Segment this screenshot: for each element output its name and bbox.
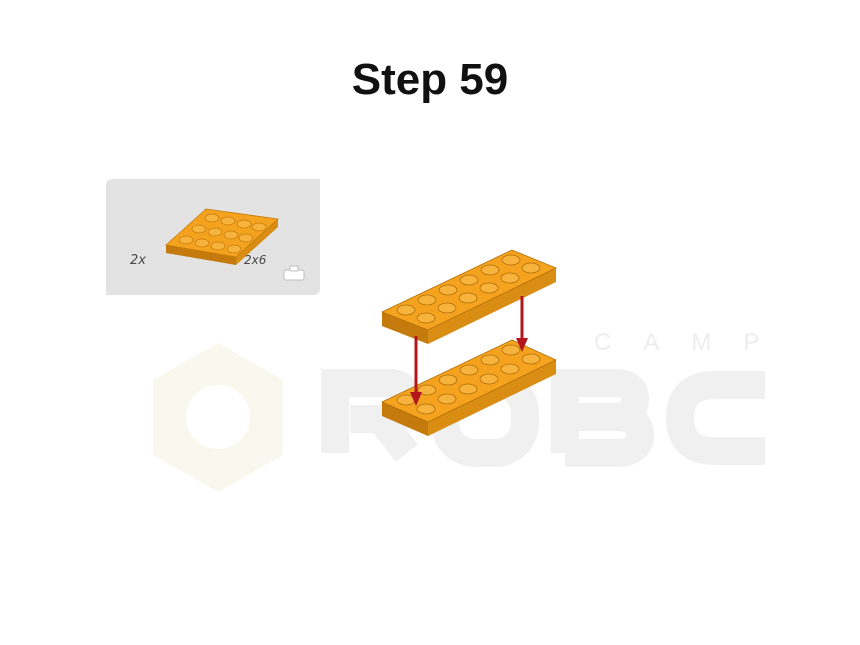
plate-2x6-image [165, 208, 279, 265]
plate-1x1-icon [283, 265, 305, 281]
parts-list-panel: 2x 2x6 [106, 179, 320, 295]
watermark-camp-text: CAMP [594, 329, 792, 356]
hexagon-icon [153, 343, 283, 492]
upper-plate [380, 249, 557, 344]
part-size: 2x6 [244, 253, 267, 267]
arrow-down-icon [410, 336, 422, 406]
plate-2x6-part [165, 208, 279, 265]
step-title: Step 59 [351, 55, 509, 104]
robocamp-watermark [153, 343, 765, 492]
lower-plate [381, 339, 557, 436]
arrow-down-icon [516, 296, 528, 352]
assembly-illustration [380, 249, 557, 436]
part-quantity: 2x [130, 253, 146, 268]
